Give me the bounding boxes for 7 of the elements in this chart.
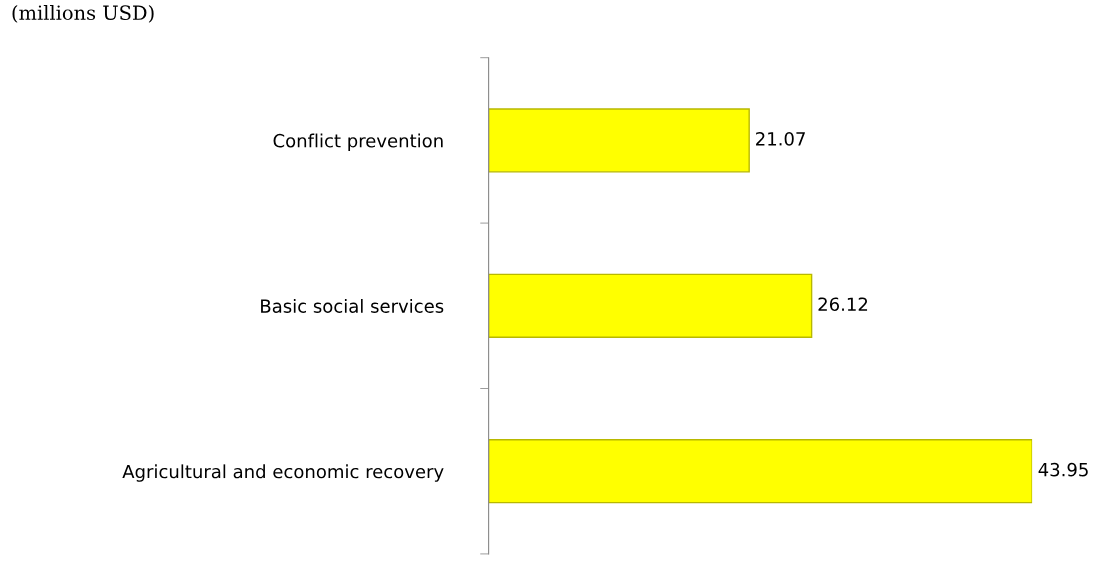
y-tick-label: Agricultural and economic recovery — [122, 464, 444, 482]
data-label: 26.12 — [818, 297, 868, 312]
text: (millions USD) — [12, 5, 154, 23]
y-tick-label: Basic social services — [261, 298, 444, 313]
data-label: 43.95 — [1038, 462, 1088, 477]
data-label: 21.07 — [756, 131, 805, 146]
y-tick-label: Conflict prevention — [273, 133, 443, 152]
